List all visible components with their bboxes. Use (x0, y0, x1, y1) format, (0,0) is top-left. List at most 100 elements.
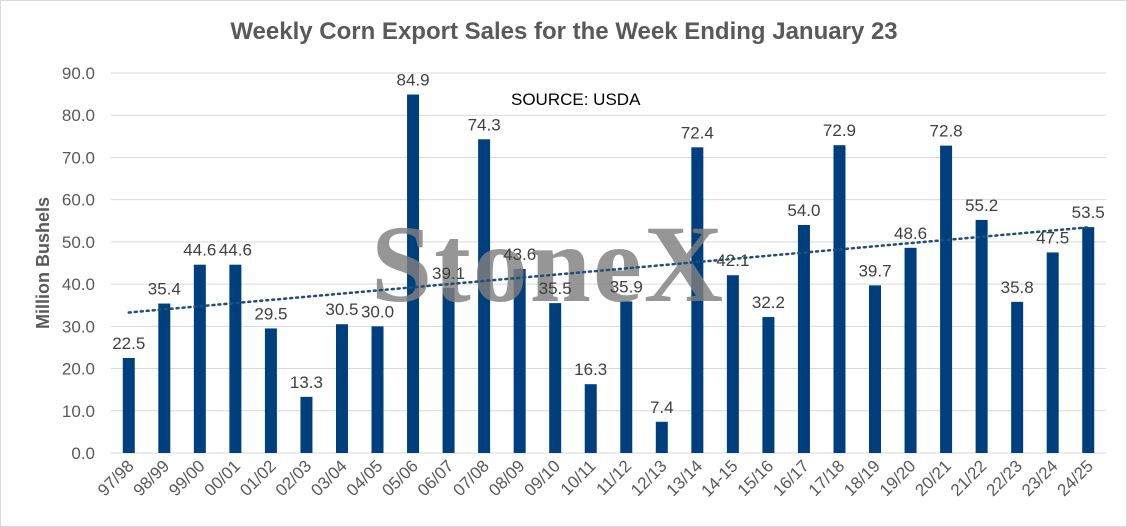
x-tick-label: 16/17 (769, 456, 813, 500)
trendline-group (127, 226, 1090, 314)
data-label: 72.4 (681, 123, 714, 142)
x-tick-label: 23/24 (1018, 456, 1062, 500)
bar (478, 139, 491, 454)
y-tick-label: 40.0 (62, 275, 95, 294)
data-label: 35.4 (148, 280, 181, 299)
x-tick-label: 06/07 (414, 456, 458, 500)
bar (549, 303, 562, 453)
data-label: 35.8 (1001, 278, 1034, 297)
source-annotation: SOURCE: USDA (511, 90, 641, 109)
bar (726, 275, 739, 453)
bar (193, 264, 206, 453)
data-label: 84.9 (397, 71, 430, 90)
data-label: 74.3 (468, 115, 501, 134)
bar (940, 145, 953, 453)
x-tick-label: 07/08 (449, 456, 493, 500)
x-tick-label: 00/01 (201, 456, 245, 500)
data-label: 53.5 (1072, 203, 1105, 222)
data-label: 72.8 (930, 122, 963, 141)
x-tick-label: 04/05 (343, 456, 387, 500)
chart-title: Weekly Corn Export Sales for the Week En… (230, 18, 897, 45)
bar (264, 328, 277, 453)
bar (335, 324, 348, 453)
x-tick-label: 11/12 (592, 456, 635, 499)
bars (122, 94, 1095, 454)
bar (975, 219, 988, 453)
x-tick-label: 12/13 (627, 456, 671, 500)
data-label: 39.1 (432, 264, 465, 283)
y-tick-label: 30.0 (62, 317, 95, 336)
data-label: 7.4 (650, 398, 674, 417)
bar (655, 421, 668, 453)
data-label: 30.5 (325, 300, 358, 319)
bar (1011, 301, 1024, 453)
x-tick-label: 19/20 (876, 456, 920, 500)
x-tick-label: 05/06 (378, 456, 422, 500)
data-label: 44.6 (219, 241, 252, 260)
x-tick-label: 97/98 (94, 456, 138, 500)
x-tick-label: 18/19 (840, 456, 884, 500)
bar (122, 358, 135, 453)
x-tick-label: 13/14 (663, 456, 707, 500)
bar (691, 147, 704, 454)
data-label: 32.2 (752, 293, 785, 312)
bar (904, 247, 917, 453)
x-tick-label: 15/16 (734, 456, 778, 500)
y-tick-label: 0.0 (71, 444, 95, 463)
bar (442, 287, 455, 453)
data-label: 29.5 (254, 304, 287, 323)
x-tick-label: 21/22 (947, 456, 991, 500)
x-tick-label: 20/21 (911, 456, 955, 500)
x-tick-label: 22/23 (982, 456, 1026, 500)
bar (797, 225, 810, 453)
data-label: 13.3 (290, 373, 323, 392)
watermark: StoneX (371, 203, 725, 325)
data-label: 43.6 (503, 245, 536, 264)
bar (833, 145, 846, 453)
y-tick-label: 70.0 (62, 148, 95, 167)
y-tick-label: 20.0 (62, 360, 95, 379)
data-label: 55.2 (965, 196, 998, 215)
bar (584, 384, 597, 453)
data-label: 54.0 (787, 201, 820, 220)
x-axis-ticks: 97/9898/9999/0000/0101/0202/0303/0404/05… (94, 456, 1097, 500)
bar (407, 94, 420, 454)
y-tick-label: 50.0 (62, 233, 95, 252)
bar (158, 303, 171, 453)
x-tick-label: 17/18 (805, 456, 849, 500)
y-tick-label: 10.0 (62, 402, 95, 421)
bar (300, 396, 313, 453)
stonex-watermark: StoneX (371, 203, 725, 325)
bar (620, 301, 633, 453)
data-label: 22.5 (112, 334, 145, 353)
bar (1046, 252, 1059, 453)
data-label: 30.0 (361, 302, 394, 321)
data-label: 72.9 (823, 121, 856, 140)
data-label: 48.6 (894, 224, 927, 243)
y-axis-label: Million Bushels (33, 197, 53, 329)
x-tick-label: 01/02 (236, 456, 280, 500)
bar (513, 268, 526, 453)
x-tick-label: 03/04 (307, 456, 351, 500)
bar (869, 285, 882, 453)
x-tick-label: 09/10 (521, 456, 565, 500)
x-tick-label: 99/00 (165, 456, 209, 500)
y-tick-label: 60.0 (62, 191, 95, 210)
data-label: 35.9 (610, 277, 643, 296)
y-axis-ticks: 0.0 10.0 20.0 30.0 40.0 50.0 60.0 70.0 80.0 90.0 (62, 64, 95, 463)
x-tick-label: 02/03 (272, 456, 316, 500)
data-label: 16.3 (574, 360, 607, 379)
bar (762, 317, 775, 453)
x-tick-label: 08/09 (485, 456, 529, 500)
x-tick-label: 24/25 (1054, 456, 1098, 500)
data-label: 35.5 (539, 279, 572, 298)
data-label: 47.5 (1036, 228, 1069, 247)
data-label: 42.1 (716, 251, 749, 270)
data-label: 44.6 (183, 241, 216, 260)
x-tick-label: 14-15 (698, 456, 742, 500)
data-label: 39.7 (858, 261, 891, 280)
y-tick-label: 90.0 (62, 64, 95, 83)
y-tick-label: 80.0 (62, 106, 95, 125)
